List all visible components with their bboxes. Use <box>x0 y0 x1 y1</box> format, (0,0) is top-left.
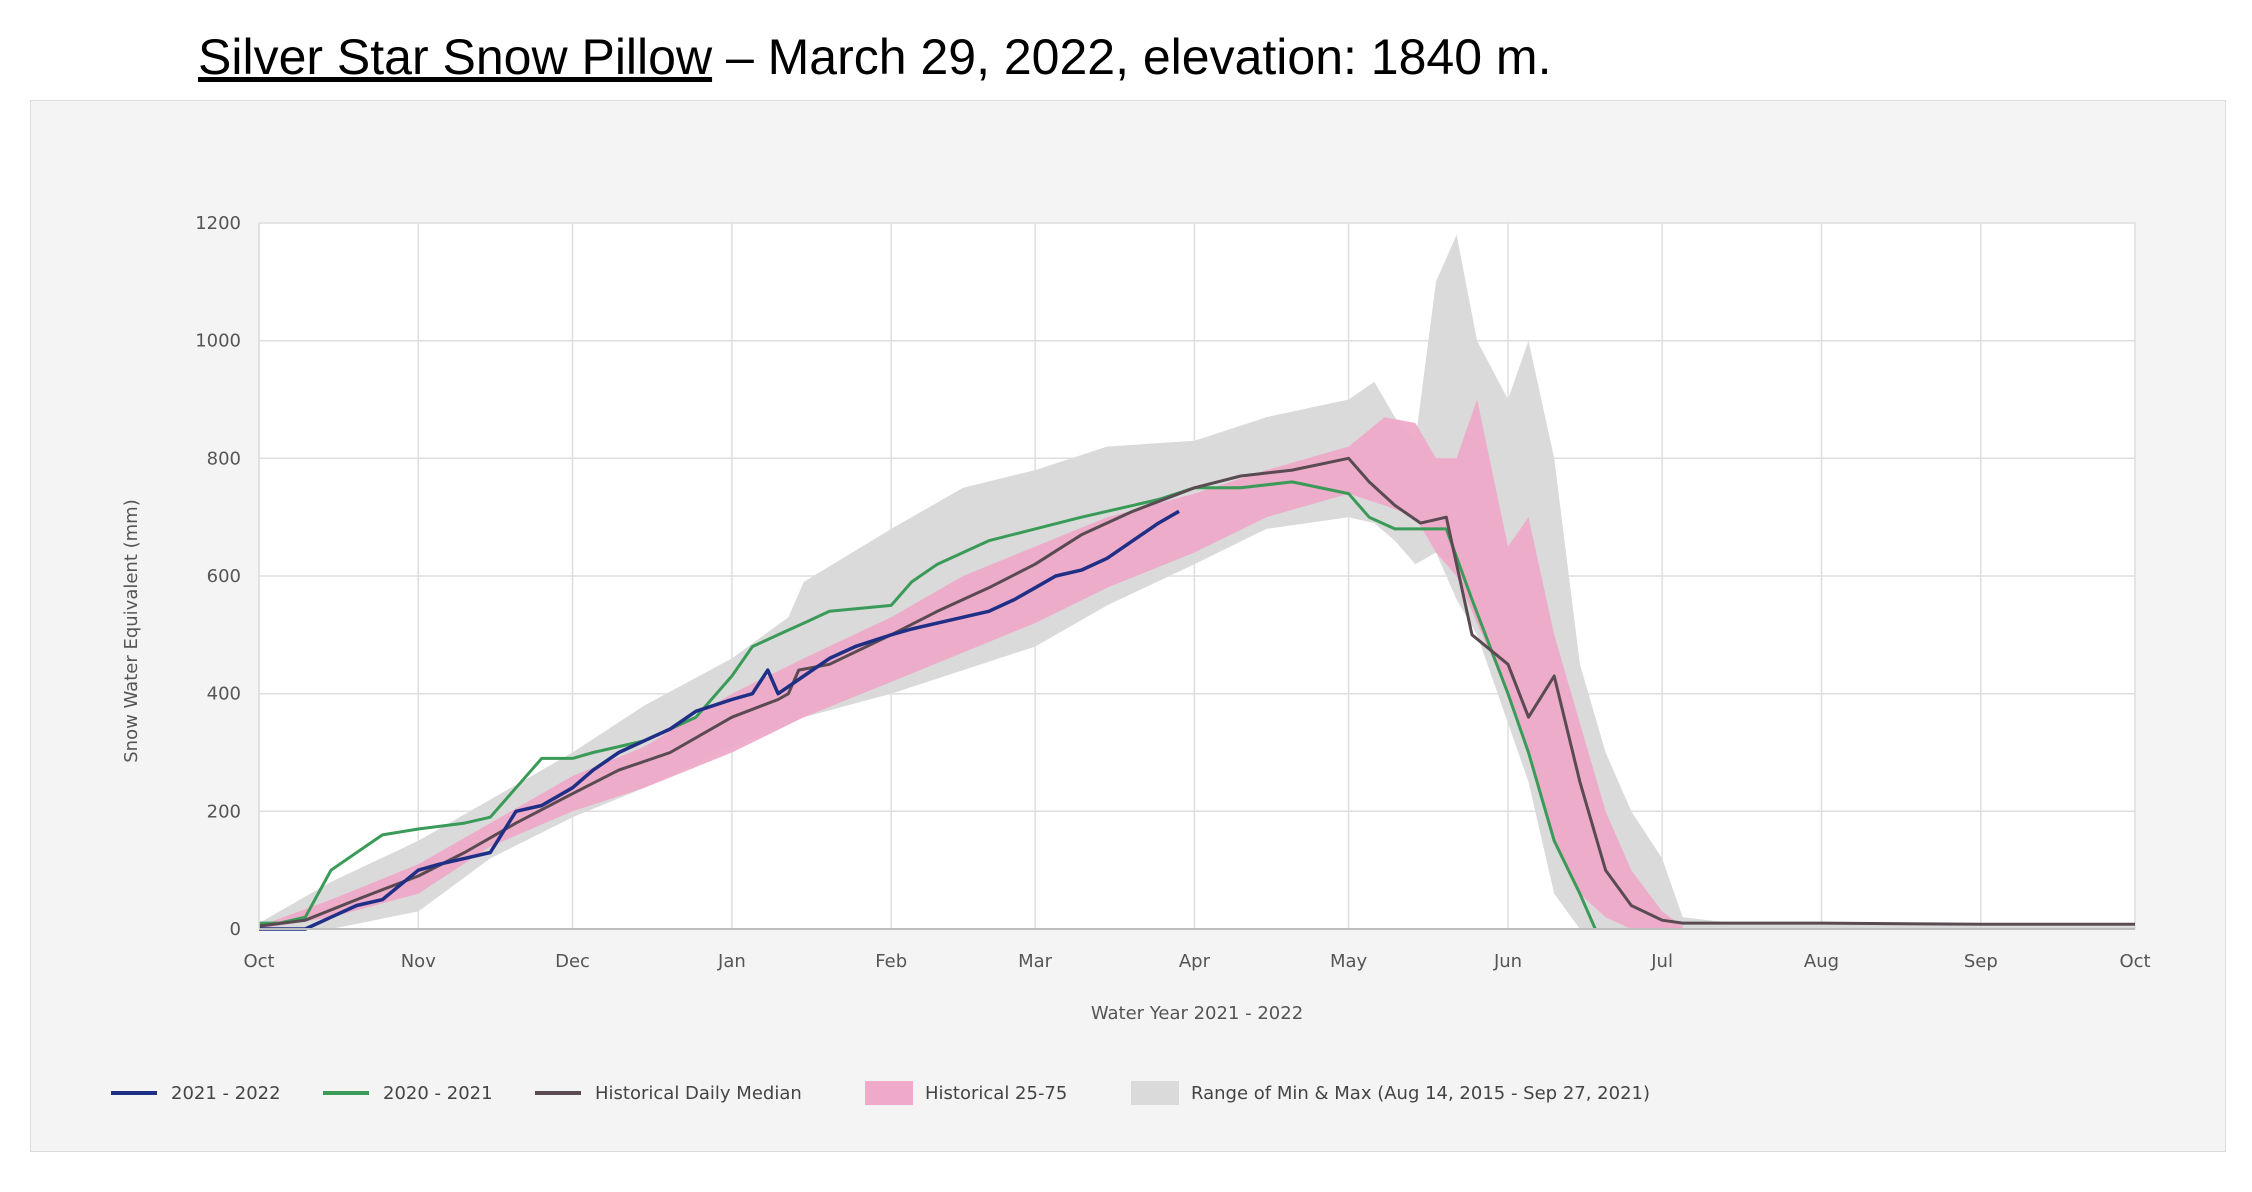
series-line-previous <box>259 480 1597 930</box>
y-tick-label: 200 <box>207 801 241 822</box>
y-tick-label: 0 <box>230 919 241 940</box>
page-title: Silver Star Snow Pillow – March 29, 2022… <box>198 28 1551 86</box>
page-title-name: Silver Star Snow Pillow <box>198 29 713 85</box>
legend-swatch-p25_75 <box>865 1081 913 1105</box>
y-tick-label: 1200 <box>195 213 241 234</box>
legend-label: 2020 - 2021 <box>383 1083 493 1104</box>
legend-label: Range of Min & Max (Aug 14, 2015 - Sep 2… <box>1191 1083 1650 1104</box>
x-tick-label: Aug <box>1804 951 1839 972</box>
legend-label: Historical Daily Median <box>595 1083 802 1104</box>
y-axis-label: Snow Water Equivalent (mm) <box>121 499 142 763</box>
x-axis-label: Water Year 2021 - 2022 <box>1091 1003 1303 1024</box>
x-tick-label: Sep <box>1964 951 1998 972</box>
x-tick-label: Dec <box>555 951 590 972</box>
x-tick-label: Apr <box>1179 951 1211 972</box>
legend-label: 2021 - 2022 <box>171 1083 281 1104</box>
legend-swatch-minmax <box>1131 1081 1179 1105</box>
x-tick-label: Oct <box>243 951 274 972</box>
y-tick-label: 800 <box>207 448 241 469</box>
x-tick-label: May <box>1330 951 1368 972</box>
band-p25_75 <box>259 399 1683 929</box>
y-tick-label: 400 <box>207 684 241 705</box>
legend: 2021 - 2022 2020 - 2021 Historical Daily M… <box>111 1081 1650 1105</box>
axes: 0 200 400 600 800 1000 1200 Oct Nov Dec Jan Feb Mar A… <box>195 213 2150 972</box>
series-line-median <box>258 456 2135 928</box>
x-tick-label: Jul <box>1650 951 1673 972</box>
chart-panel: 0 200 400 600 800 1000 1200 Oct Nov Dec Jan Feb Mar A… <box>30 100 2226 1152</box>
grid <box>258 222 2136 930</box>
y-tick-label: 1000 <box>195 331 241 352</box>
legend-label: Historical 25-75 <box>925 1083 1067 1104</box>
bands <box>259 234 2135 930</box>
snow-water-chart: 0 200 400 600 800 1000 1200 Oct Nov Dec Jan Feb Mar A… <box>111 213 2151 1105</box>
series-line-current <box>259 509 1180 931</box>
x-tick-label: Feb <box>875 951 907 972</box>
series-lines <box>258 456 2135 931</box>
y-tick-label: 600 <box>207 566 241 587</box>
page-title-details: – March 29, 2022, elevation: 1840 m. <box>712 29 1552 85</box>
x-tick-label: Jan <box>717 951 746 972</box>
x-tick-label: Oct <box>2119 951 2150 972</box>
x-tick-label: Mar <box>1018 951 1053 972</box>
x-tick-label: Jun <box>1493 951 1522 972</box>
x-tick-label: Nov <box>401 951 436 972</box>
